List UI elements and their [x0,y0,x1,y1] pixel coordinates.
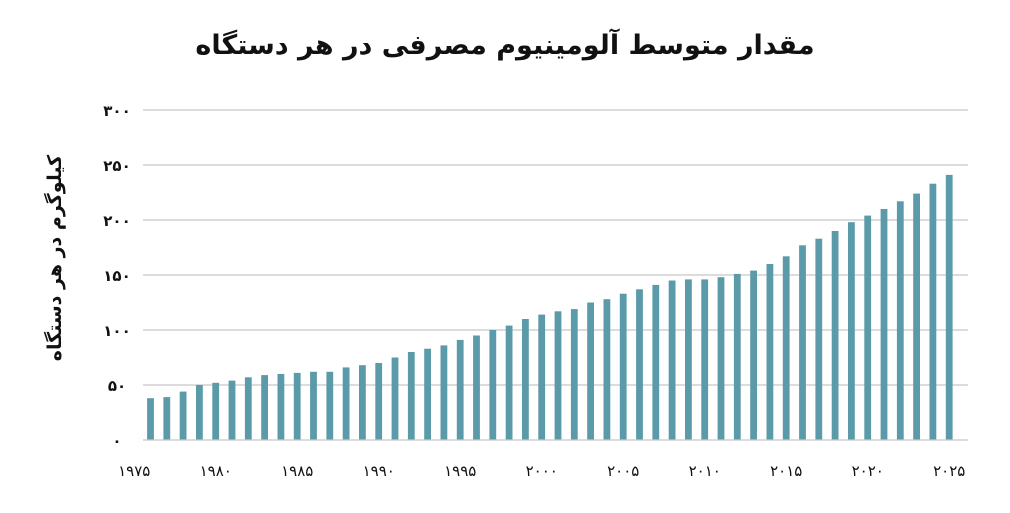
bar [782,256,790,440]
bar [717,277,725,440]
bar [652,284,660,440]
bar [473,335,480,440]
y-tick-label: ۳۰۰ [103,102,130,120]
y-tick-label: ۲۵۰ [103,157,130,175]
x-tick-label: ۲۰۰۰ [526,462,558,480]
bar [701,279,709,440]
y-tick-label: ۱۰۰ [103,322,130,340]
bar [505,325,513,440]
x-tick-label: ۱۹۹۰ [363,462,395,480]
bar [163,397,171,440]
bar [733,273,741,440]
bar [668,280,676,440]
bar [636,289,643,440]
bar [766,264,774,440]
bar [945,174,953,440]
bar [750,270,757,440]
bar [424,348,431,440]
bar [815,238,823,440]
bar [293,372,301,440]
bar [228,380,236,440]
bar [407,352,415,440]
bar [929,183,937,440]
bar [212,382,220,440]
bar [522,319,529,440]
bar [570,309,578,440]
bar [310,371,317,440]
y-tick-label: ۵۰ [108,377,126,395]
bar [913,193,920,440]
x-tick-label: ۱۹۸۰ [200,462,232,480]
bar [864,215,872,440]
bar [685,279,692,440]
bar [440,345,448,440]
bar [456,339,464,440]
x-tick-label: ۲۰۱۵ [770,462,802,480]
bar [342,367,350,440]
bar [538,314,546,440]
x-tick-label: ۲۰۲۰ [852,462,884,480]
bar [277,374,285,440]
bar [880,209,888,440]
bar [326,371,334,440]
x-tick-label: ۲۰۰۵ [607,462,639,480]
bar [196,385,203,440]
bar [244,377,252,440]
y-tick-label: ۰ [112,432,121,450]
x-tick-label: ۱۹۹۵ [444,462,476,480]
bar [391,357,399,440]
bar [587,302,594,440]
bar [896,201,904,440]
bar [848,222,855,440]
bar [489,330,497,440]
bar [375,363,383,440]
x-tick-label: ۱۹۷۵ [118,462,150,480]
bar [359,365,366,440]
bar [261,375,268,440]
chart-title: مقدار متوسط آلومینیوم مصرفی در هر دستگاه [195,30,815,61]
bar [603,299,611,440]
y-tick-label: ۱۵۰ [103,267,130,285]
bar [831,231,839,440]
bar [147,398,154,440]
bar [799,245,806,440]
x-tick-label: ۲۰۲۵ [933,462,965,480]
x-tick-label: ۲۰۱۰ [689,462,721,480]
bar [179,391,187,440]
x-tick-label: ۱۹۸۵ [281,462,313,480]
bar [619,293,627,440]
bar [554,311,562,440]
y-tick-label: ۲۰۰ [103,212,130,230]
